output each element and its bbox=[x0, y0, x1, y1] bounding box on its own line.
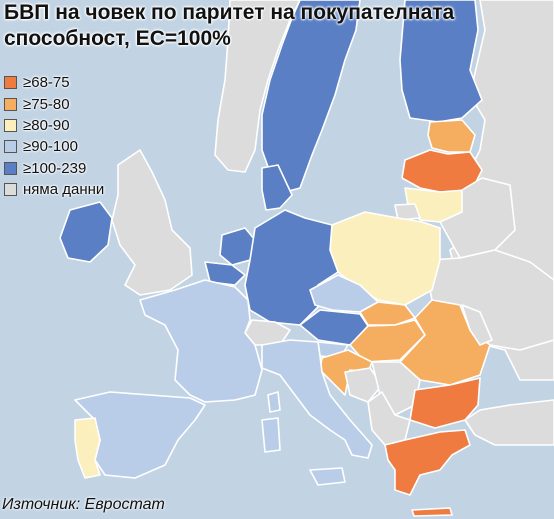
region-denmark bbox=[261, 164, 293, 211]
region-uk bbox=[111, 149, 193, 296]
legend-item: ≥100-239 bbox=[4, 158, 104, 179]
legend-label: няма данни bbox=[23, 181, 105, 199]
region-sweden bbox=[261, 0, 361, 193]
region-norway bbox=[214, 0, 301, 173]
region-bosnia bbox=[344, 367, 383, 403]
region-finland bbox=[399, 0, 483, 123]
legend-swatch bbox=[4, 183, 17, 197]
legend-label: ≥75-80 bbox=[23, 95, 70, 113]
legend-item: ≥80-90 bbox=[4, 115, 104, 136]
region-estonia bbox=[427, 119, 476, 153]
region-corsica bbox=[267, 391, 281, 413]
region-ireland bbox=[59, 201, 113, 263]
legend-item: няма данни bbox=[4, 179, 104, 200]
title-line-2: способност, ЕС=100% bbox=[4, 27, 231, 50]
legend-label: ≥90-100 bbox=[23, 138, 78, 156]
legend-label: ≥68-75 bbox=[23, 74, 70, 92]
region-sicily bbox=[309, 467, 346, 486]
legend-item: ≥68-75 bbox=[4, 72, 104, 93]
legend: ≥68-75 ≥75-80 ≥80-90 ≥90-100 ≥100-239 няма да… bbox=[4, 72, 104, 200]
region-turkey bbox=[464, 399, 554, 446]
region-latvia bbox=[401, 149, 483, 193]
region-belgium bbox=[204, 261, 246, 286]
legend-label: ≥80-90 bbox=[23, 116, 70, 134]
title-line-1: БВП на човек по паритет на покупателната bbox=[4, 1, 455, 24]
region-moldova bbox=[461, 304, 493, 346]
legend-swatch bbox=[4, 140, 17, 154]
region-italy bbox=[261, 339, 373, 459]
region-france bbox=[139, 279, 263, 403]
legend-item: ≥75-80 bbox=[4, 93, 104, 114]
region-bulgaria bbox=[409, 377, 481, 429]
region-crete bbox=[411, 507, 453, 517]
region-portugal bbox=[74, 417, 101, 479]
legend-item: ≥90-100 bbox=[4, 136, 104, 157]
legend-swatch bbox=[4, 161, 17, 175]
legend-label: ≥100-239 bbox=[23, 159, 87, 177]
region-sardinia bbox=[261, 417, 281, 453]
legend-swatch bbox=[4, 118, 17, 132]
map-title: БВП на човек по паритет на покупателната… bbox=[4, 0, 474, 52]
region-western-balkans bbox=[367, 391, 411, 446]
legend-swatch bbox=[4, 76, 17, 90]
legend-swatch bbox=[4, 97, 17, 111]
region-greece bbox=[384, 429, 471, 496]
region-romania bbox=[399, 299, 491, 386]
source-note: Източник: Евростат bbox=[2, 496, 165, 513]
region-kaliningrad bbox=[394, 203, 421, 221]
